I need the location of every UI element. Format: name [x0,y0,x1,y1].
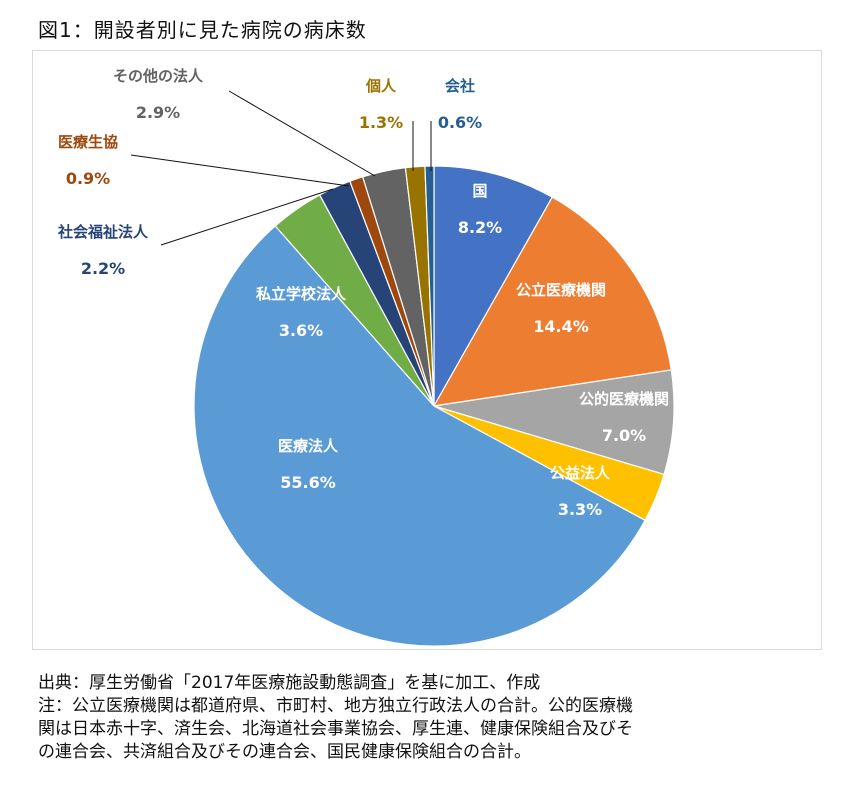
pie-chart: 国 8.2% 公立医療機関 14.4% 公的医療機関 7.0% 公益法人 3.3% 医療法人 55… [57,67,675,647]
note-line-2: 関は日本赤十字、済生会、北海道社会事業協会、厚生連、健康保険組合及びそ [38,719,633,739]
slice-2-label: 公的医療機関 [579,390,669,408]
slice-8-label: その他の法人 [113,67,204,85]
slice-8-leader-line [228,90,376,177]
slice-6-leader-line [160,188,334,246]
slice-6-value-label: 2.2% [81,259,125,278]
slice-7-value-label: 0.9% [66,169,110,188]
slice-10-label: 会社 [445,77,475,95]
slice-0-value-label: 8.2% [458,218,502,237]
slice-4-value-label: 55.6% [280,473,336,492]
slice-10-value-label: 0.6% [438,113,482,132]
slice-2-value-label: 7.0% [602,426,646,445]
slice-1-value-label: 14.4% [533,317,589,336]
figure-title: 図1：開設者別に見た病院の病床数 [38,18,367,42]
slice-7-leader-line [130,154,350,187]
slice-8-value-label: 2.9% [136,103,180,122]
slice-5-label: 私立学校法人 [255,285,347,303]
slice-10-wedge [424,165,435,407]
slice-5-value-label: 3.6% [279,321,323,340]
slice-2-wedge [433,369,675,476]
slice-9-value-label: 1.3% [359,113,403,132]
slice-9-label: 個人 [365,77,397,95]
source-note: 出典：厚生労働省「2017年医療施設動態調査」を基に加工、作成 [38,673,541,693]
chart-area: 国 8.2% 公立医療機関 14.4% 公的医療機関 7.0% 公益法人 3.3% 医療法人 55… [32,50,822,650]
note-line-1: 注：公立医療機関は都道府県、市町村、地方独立行政法人の合計。公的医療機 [38,696,633,716]
slice-3-value-label: 3.3% [558,500,602,519]
slice-0-label: 国 [472,182,487,200]
slice-4-wedge [193,225,646,647]
slice-3-label: 公益法人 [550,464,611,482]
slice-0-wedge [433,165,554,409]
slice-4-label: 医療法人 [278,437,339,455]
slice-6-label: 社会福祉法人 [57,223,149,241]
slice-1-label: 公立医療機関 [516,281,606,299]
note-line-3: の連合会、共済組合及びその連合会、国民健康保険組合の合計。 [38,742,531,762]
slice-7-label: 医療生協 [58,133,118,151]
slice-1-wedge [432,196,672,407]
notes: 出典：厚生労働省「2017年医療施設動態調査」を基に加工、作成 注：公立医療機関… [38,672,838,764]
